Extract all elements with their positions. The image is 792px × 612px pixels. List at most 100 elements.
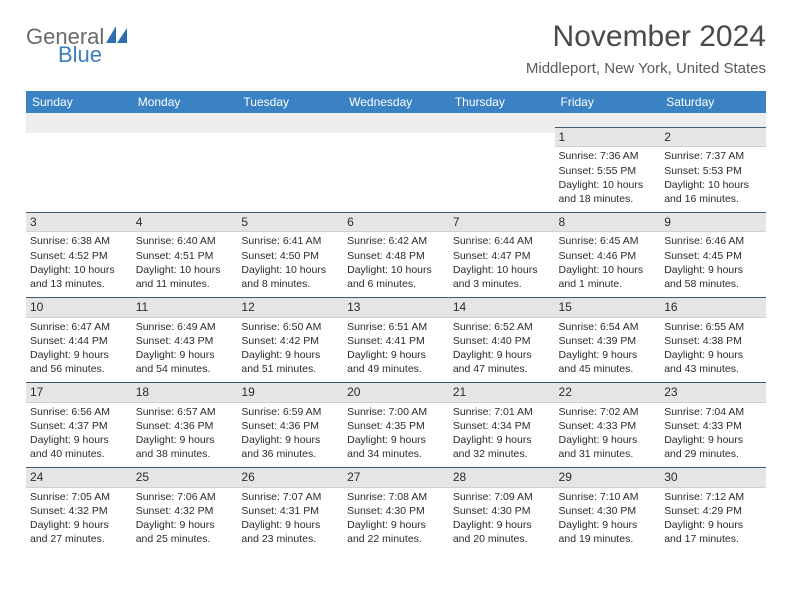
day-cell: 4Sunrise: 6:40 AMSunset: 4:51 PMDaylight… xyxy=(132,212,238,297)
day-number: 17 xyxy=(26,382,132,402)
calendar-table: Sunday Monday Tuesday Wednesday Thursday… xyxy=(26,91,766,552)
sunset-text: Sunset: 4:42 PM xyxy=(241,334,339,348)
day-cell: 9Sunrise: 6:46 AMSunset: 4:45 PMDaylight… xyxy=(660,212,766,297)
sunset-text: Sunset: 5:53 PM xyxy=(664,164,762,178)
sunset-text: Sunset: 4:44 PM xyxy=(30,334,128,348)
day-number: 20 xyxy=(343,382,449,402)
day-cell: 21Sunrise: 7:01 AMSunset: 4:34 PMDayligh… xyxy=(449,382,555,467)
sail-icon xyxy=(106,26,128,48)
day-content: Sunrise: 6:38 AMSunset: 4:52 PMDaylight:… xyxy=(26,232,132,297)
day-content: Sunrise: 7:00 AMSunset: 4:35 PMDaylight:… xyxy=(343,403,449,468)
day-content: Sunrise: 6:46 AMSunset: 4:45 PMDaylight:… xyxy=(660,232,766,297)
day-cell xyxy=(449,127,555,212)
day-content xyxy=(449,133,555,187)
sunset-text: Sunset: 4:36 PM xyxy=(241,419,339,433)
sunrise-text: Sunrise: 7:05 AM xyxy=(30,490,128,504)
daylight-text: Daylight: 9 hours and 51 minutes. xyxy=(241,348,339,376)
day-content xyxy=(132,133,238,187)
day-number: 30 xyxy=(660,467,766,487)
sunrise-text: Sunrise: 6:51 AM xyxy=(347,320,445,334)
day-cell xyxy=(343,127,449,212)
day-content: Sunrise: 6:51 AMSunset: 4:41 PMDaylight:… xyxy=(343,318,449,383)
day-content: Sunrise: 6:54 AMSunset: 4:39 PMDaylight:… xyxy=(555,318,661,383)
day-content: Sunrise: 7:07 AMSunset: 4:31 PMDaylight:… xyxy=(237,488,343,553)
week-row: 24Sunrise: 7:05 AMSunset: 4:32 PMDayligh… xyxy=(26,467,766,552)
daylight-text: Daylight: 9 hours and 56 minutes. xyxy=(30,348,128,376)
day-cell: 29Sunrise: 7:10 AMSunset: 4:30 PMDayligh… xyxy=(555,467,661,552)
day-content: Sunrise: 7:05 AMSunset: 4:32 PMDaylight:… xyxy=(26,488,132,553)
daylight-text: Daylight: 9 hours and 29 minutes. xyxy=(664,433,762,461)
day-cell: 19Sunrise: 6:59 AMSunset: 4:36 PMDayligh… xyxy=(237,382,343,467)
day-number: 1 xyxy=(555,127,661,147)
day-number: 14 xyxy=(449,297,555,317)
daylight-text: Daylight: 9 hours and 45 minutes. xyxy=(559,348,657,376)
daylight-text: Daylight: 9 hours and 54 minutes. xyxy=(136,348,234,376)
day-number: 9 xyxy=(660,212,766,232)
day-content: Sunrise: 7:06 AMSunset: 4:32 PMDaylight:… xyxy=(132,488,238,553)
day-number: 16 xyxy=(660,297,766,317)
sunset-text: Sunset: 4:51 PM xyxy=(136,249,234,263)
daylight-text: Daylight: 10 hours and 16 minutes. xyxy=(664,178,762,206)
sunrise-text: Sunrise: 7:07 AM xyxy=(241,490,339,504)
sunrise-text: Sunrise: 6:45 AM xyxy=(559,234,657,248)
sunrise-text: Sunrise: 6:55 AM xyxy=(664,320,762,334)
daylight-text: Daylight: 10 hours and 8 minutes. xyxy=(241,263,339,291)
day-number: 22 xyxy=(555,382,661,402)
sunset-text: Sunset: 4:37 PM xyxy=(30,419,128,433)
day-cell: 11Sunrise: 6:49 AMSunset: 4:43 PMDayligh… xyxy=(132,297,238,382)
sunset-text: Sunset: 4:38 PM xyxy=(664,334,762,348)
day-cell: 25Sunrise: 7:06 AMSunset: 4:32 PMDayligh… xyxy=(132,467,238,552)
day-number: 29 xyxy=(555,467,661,487)
sunrise-text: Sunrise: 6:47 AM xyxy=(30,320,128,334)
day-number: 5 xyxy=(237,212,343,232)
day-number: 23 xyxy=(660,382,766,402)
sunrise-text: Sunrise: 6:42 AM xyxy=(347,234,445,248)
day-cell xyxy=(26,127,132,212)
sunrise-text: Sunrise: 6:40 AM xyxy=(136,234,234,248)
sunset-text: Sunset: 4:45 PM xyxy=(664,249,762,263)
day-number: 27 xyxy=(343,467,449,487)
week-row: 17 Sunrise: 6:56 AMSunset: 4:37 PM Dayligh… xyxy=(26,382,766,467)
daylight-text: Daylight: 9 hours and 47 minutes. xyxy=(453,348,551,376)
day-cell: 13Sunrise: 6:51 AMSunset: 4:41 PMDayligh… xyxy=(343,297,449,382)
day-header: Saturday xyxy=(660,91,766,113)
day-content: Sunrise: 7:09 AMSunset: 4:30 PMDaylight:… xyxy=(449,488,555,553)
sunrise-text: Sunrise: 6:38 AM xyxy=(30,234,128,248)
sunset-text: Sunset: 4:48 PM xyxy=(347,249,445,263)
day-content: Sunrise: 7:37 AMSunset: 5:53 PMDaylight:… xyxy=(660,147,766,212)
day-number: 4 xyxy=(132,212,238,232)
daylight-text: Daylight: 10 hours and 6 minutes. xyxy=(347,263,445,291)
day-number: 15 xyxy=(555,297,661,317)
day-content: Sunrise: 7:02 AMSunset: 4:33 PMDaylight:… xyxy=(555,403,661,468)
week-row: 3Sunrise: 6:38 AMSunset: 4:52 PMDaylight… xyxy=(26,212,766,297)
sunrise-text: Sunrise: 6:59 AM xyxy=(241,405,339,419)
day-number: 18 xyxy=(132,382,238,402)
day-cell: 10Sunrise: 6:47 AMSunset: 4:44 PMDayligh… xyxy=(26,297,132,382)
week-row: 1Sunrise: 7:36 AMSunset: 5:55 PMDaylight… xyxy=(26,127,766,212)
day-content: Sunrise: 6:47 AMSunset: 4:44 PMDaylight:… xyxy=(26,318,132,383)
sunset-text: Sunset: 4:47 PM xyxy=(453,249,551,263)
sunrise-text: Sunrise: 7:02 AM xyxy=(559,405,657,419)
day-header: Thursday xyxy=(449,91,555,113)
spacer xyxy=(26,113,766,127)
day-content xyxy=(343,133,449,187)
sunrise-text: Sunrise: 6:44 AM xyxy=(453,234,551,248)
sunrise-text: Sunrise: 7:12 AM xyxy=(664,490,762,504)
daylight-text: Daylight: 9 hours and 38 minutes. xyxy=(136,433,234,461)
sunrise-text: Sunrise: 6:50 AM xyxy=(241,320,339,334)
day-cell: 26Sunrise: 7:07 AMSunset: 4:31 PMDayligh… xyxy=(237,467,343,552)
sunset-text: Sunset: 4:30 PM xyxy=(559,504,657,518)
day-content: Sunrise: 6:52 AMSunset: 4:40 PMDaylight:… xyxy=(449,318,555,383)
sunset-text: Sunset: 4:40 PM xyxy=(453,334,551,348)
title-block: November 2024 Middleport, New York, Unit… xyxy=(526,20,766,77)
sunrise-text: Sunrise: 6:56 AM xyxy=(30,405,128,419)
day-header: Sunday xyxy=(26,91,132,113)
sunrise-text: Sunrise: 6:49 AM xyxy=(136,320,234,334)
day-cell: 5Sunrise: 6:41 AMSunset: 4:50 PMDaylight… xyxy=(237,212,343,297)
day-number: 7 xyxy=(449,212,555,232)
day-content: Sunrise: 7:12 AMSunset: 4:29 PMDaylight:… xyxy=(660,488,766,553)
day-number: 28 xyxy=(449,467,555,487)
daylight-text: Daylight: 9 hours and 58 minutes. xyxy=(664,263,762,291)
day-content: Sunrise: 6:41 AMSunset: 4:50 PMDaylight:… xyxy=(237,232,343,297)
sunrise-text: Sunrise: 6:52 AM xyxy=(453,320,551,334)
